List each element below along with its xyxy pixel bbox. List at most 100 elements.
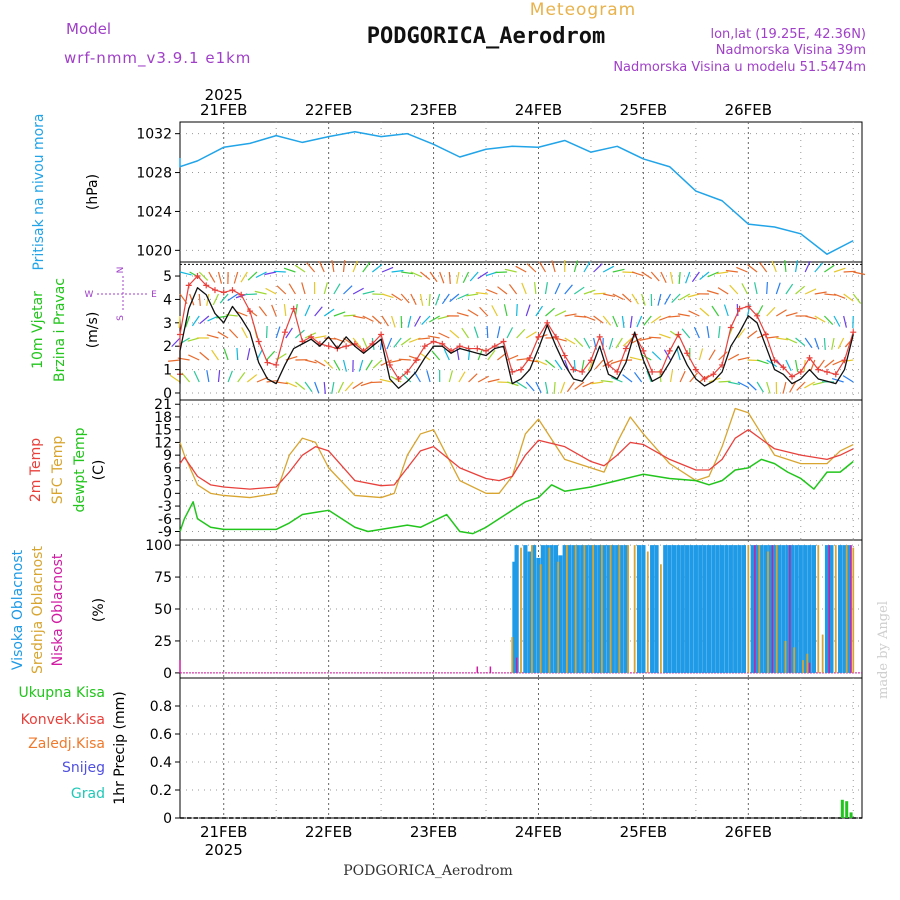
y-tick-label: 1028 <box>136 166 172 182</box>
wind-barb <box>717 287 729 295</box>
y-tick-label: 9 <box>163 448 172 464</box>
wind-barb <box>685 271 691 284</box>
wind-barb <box>428 293 431 307</box>
wind-barb <box>379 378 392 383</box>
cloud-bar-mid_cloud <box>592 545 595 673</box>
wind-barb <box>676 348 681 361</box>
cloud-bar-high_cloud <box>754 545 760 673</box>
cloud-bar-low_cloud <box>179 660 181 673</box>
bottom-date-label: 23FEB <box>410 823 457 841</box>
cloud-bar-high_cloud <box>527 551 532 673</box>
y-tick-label: 0 <box>163 666 172 682</box>
cloud-bar-mid_cloud <box>583 545 586 673</box>
y-tick-label: 0.2 <box>150 783 172 799</box>
wind-barb <box>833 267 846 273</box>
wind-barb <box>381 293 394 299</box>
wind-barb <box>747 264 758 273</box>
wind-barb <box>254 290 267 295</box>
wind-barb <box>535 359 548 366</box>
wind-barb <box>386 337 393 350</box>
cloud-bar-high_cloud <box>606 545 611 673</box>
wind-barb <box>525 304 531 317</box>
wind-barb <box>824 359 835 368</box>
cloud-bar-mid_cloud <box>539 564 542 673</box>
wind-gust-marker <box>203 282 210 289</box>
cloud-bar-high_cloud <box>846 545 851 673</box>
wind-barb <box>420 271 431 281</box>
wind-barb <box>711 305 720 317</box>
wind-barb <box>823 337 826 351</box>
cloud-bar-high_cloud <box>571 545 576 673</box>
wind-gust-marker <box>290 305 297 312</box>
bottom-date-label: 24FEB <box>515 823 562 841</box>
wind-barb <box>185 315 191 328</box>
wind-barb <box>362 290 375 295</box>
cloud-bar-high_cloud <box>562 545 567 673</box>
wind-barb <box>438 332 450 339</box>
wind-barb <box>737 381 749 389</box>
wind-barb <box>198 271 209 281</box>
wind-barb <box>508 284 518 295</box>
cloud-bar-high_cloud <box>776 545 782 673</box>
temp-unit: (C) <box>91 460 107 481</box>
wind-gust-marker <box>622 345 629 352</box>
wind-barb <box>693 326 700 339</box>
wind-barb <box>766 336 779 339</box>
wind-barb <box>516 381 528 390</box>
wind-barb <box>198 293 201 307</box>
wind-barb <box>240 271 248 283</box>
wind-barb <box>843 315 848 328</box>
wind-barb <box>223 348 229 361</box>
wind-barb <box>824 293 837 296</box>
y-tick-label: 0.6 <box>150 727 172 743</box>
cloud-bar-high_cloud <box>663 545 668 673</box>
cloud-bar-high_cloud <box>676 545 681 673</box>
y-tick-label: 18 <box>154 410 172 426</box>
cloud-bar-high_cloud <box>593 545 598 673</box>
cloud-bar-low_cloud <box>771 545 774 673</box>
bottom-date-label: 26FEB <box>725 823 772 841</box>
wind-barb <box>304 359 317 364</box>
wind-barb <box>611 376 623 383</box>
cloud-unit: (%) <box>91 598 107 622</box>
wind-barb <box>400 293 410 304</box>
cloud-bar-mid_cloud <box>802 660 804 673</box>
wind-barb <box>255 271 267 279</box>
wind-barb <box>804 381 816 389</box>
wind-barb <box>525 381 535 392</box>
wind-barb <box>716 271 729 275</box>
wind-barb <box>699 271 710 281</box>
cloud-bar-high_cloud <box>772 545 777 673</box>
cloud-bar-high_cloud <box>724 545 729 673</box>
wind-barb <box>795 337 806 347</box>
wind-barb <box>369 381 383 384</box>
wind-barb <box>393 337 402 348</box>
cloud-bar-mid_cloud <box>618 545 621 673</box>
wind-barb <box>448 271 451 285</box>
wind-barb <box>276 285 287 295</box>
wind-barb <box>833 315 841 327</box>
pressure-unit: (hPa) <box>85 174 101 210</box>
wind-barb <box>766 281 769 295</box>
wind-barb <box>295 381 306 390</box>
cloud-axis-label-3: Niska Oblacnost <box>50 553 66 666</box>
wind-barb <box>362 315 374 322</box>
cloud-bar-high_cloud <box>680 545 685 673</box>
y-tick-label: 100 <box>145 538 172 554</box>
cloud-bar-low_cloud <box>828 545 830 673</box>
wind-barb <box>431 350 441 361</box>
cloud-bar-high_cloud <box>741 545 747 673</box>
wind-barb <box>437 315 450 320</box>
wind-barb <box>612 293 624 300</box>
cloud-bar-mid_cloud <box>609 545 612 673</box>
wind-barb <box>622 337 633 347</box>
wind-barb <box>246 374 258 383</box>
wind-barb <box>608 337 614 350</box>
cloud-bar-high_cloud <box>654 545 659 673</box>
y-tick-label: 3 <box>163 474 172 490</box>
wind-barb <box>814 337 820 350</box>
cloud-bar-low_cloud <box>489 666 492 673</box>
wind-barb <box>227 293 239 302</box>
wind-barb <box>669 271 674 284</box>
